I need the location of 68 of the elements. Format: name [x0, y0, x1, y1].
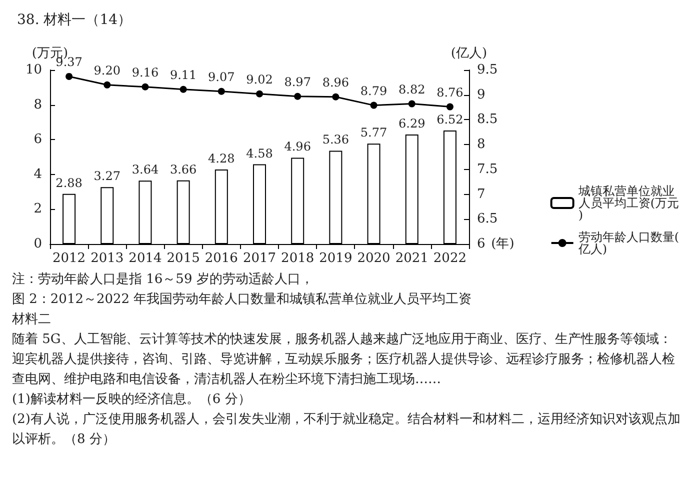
data-label: 8.79	[360, 84, 388, 98]
point	[256, 90, 263, 98]
x-tick-label: 2012	[52, 251, 86, 266]
x-axis-title: (年)	[491, 236, 514, 252]
y-tick-label: 4	[34, 166, 42, 182]
data-label: 5.36	[322, 132, 350, 147]
data-label: 9.07	[208, 70, 235, 84]
data-label: 4.96	[284, 140, 311, 154]
text: 随着 5G、人工智能、云计算等技术的快速发展，服务机器人越来越广泛地应用于商业、医疗、生产性服务等领域：迎宾机器人提供接待，咨询、引路、导览讲解，互动娱乐服务；医疗机器人提供导诊、远程诊疗服务；检修机器人检查电网、维护电路和电信设备，清洁机器人在粉尘环境下清扫施工现场……	[12, 331, 676, 389]
data-label: 3.27	[94, 169, 120, 184]
x-tick-label: 2019	[319, 251, 352, 266]
data-label: 5.77	[360, 126, 388, 140]
y2-tick-label: 6.5	[477, 212, 498, 227]
x-tick-label: 2017	[242, 251, 276, 266]
y-tick-label: 2	[34, 202, 42, 217]
data-label: 8.76	[436, 85, 464, 100]
chart-title: 38. 材料一（14）	[17, 12, 132, 28]
x-tick-label: 2020	[357, 251, 390, 266]
x-tick-label: 2013	[90, 251, 124, 266]
y2-tick-label: 8.5	[477, 112, 498, 128]
data-label: 4.28	[208, 152, 235, 166]
y-tick-label: 8	[34, 97, 42, 112]
point	[66, 72, 73, 80]
y2-tick-label: 9	[477, 87, 486, 102]
data-label: 8.97	[284, 74, 311, 89]
data-label: 9.20	[94, 63, 120, 78]
y2-tick-label: 9.5	[477, 62, 498, 78]
point	[142, 83, 149, 90]
x-tick-label: 2015	[166, 251, 200, 266]
text: (2)有人说，广泛使用服务机器人，会引发失业潮，不利于就业稳定。结合材料一和材料二，运用经济知识对该观点加以评析。（8 分）	[12, 411, 682, 449]
x-tick-label: 2021	[395, 251, 428, 266]
point	[104, 81, 111, 88]
point	[370, 102, 378, 109]
y-tick-label: 6	[34, 132, 42, 148]
y2-tick-label: 8	[477, 137, 486, 152]
data-label: 4.58	[246, 146, 273, 160]
data-label: 3.64	[132, 162, 159, 177]
data-label: 6.52	[436, 112, 464, 127]
point	[218, 88, 225, 95]
data-label: 8.82	[398, 82, 426, 96]
point	[408, 100, 416, 108]
x-tick-label: 2018	[281, 251, 314, 266]
text: 材料二	[12, 311, 52, 329]
y-tick-label: 0	[34, 236, 42, 252]
data-label: 9.11	[170, 68, 197, 82]
text: 注：劳动年龄人口是指 16～59 岁的劳动适龄人口，	[12, 271, 314, 289]
y2-tick-label: 7	[477, 186, 486, 202]
point	[294, 92, 302, 100]
data-label: 8.96	[322, 75, 350, 90]
legend-label: 劳动年龄人口数量(亿人)	[577, 230, 680, 256]
data-label: 9.16	[132, 65, 159, 80]
text: (1)解读材料一反映的经济信息。（6 分）	[12, 391, 252, 409]
y2-tick-label: 6	[477, 236, 486, 252]
data-label: 9.02	[246, 72, 273, 86]
x-tick-label: 2022	[433, 251, 466, 266]
data-label: 6.29	[398, 116, 426, 131]
point	[180, 86, 187, 93]
legend-label: 城镇私营单位就业人员平均工资(万元)	[577, 184, 680, 222]
y2-tick-label: 7.5	[477, 162, 498, 177]
x-tick-label: 2016	[204, 251, 238, 266]
y2-axis-title: (亿人)	[450, 46, 488, 61]
data-label: 2.88	[56, 176, 82, 190]
point	[332, 93, 340, 100]
data-label: 3.66	[170, 162, 197, 176]
x-tick-label: 2014	[128, 251, 162, 266]
point	[446, 103, 454, 110]
caption: 图 2：2012～2022 年我国劳动年龄人口数量和城镇私营单位就业人员平均工资	[12, 291, 473, 309]
y-tick-label: 10	[25, 62, 42, 78]
